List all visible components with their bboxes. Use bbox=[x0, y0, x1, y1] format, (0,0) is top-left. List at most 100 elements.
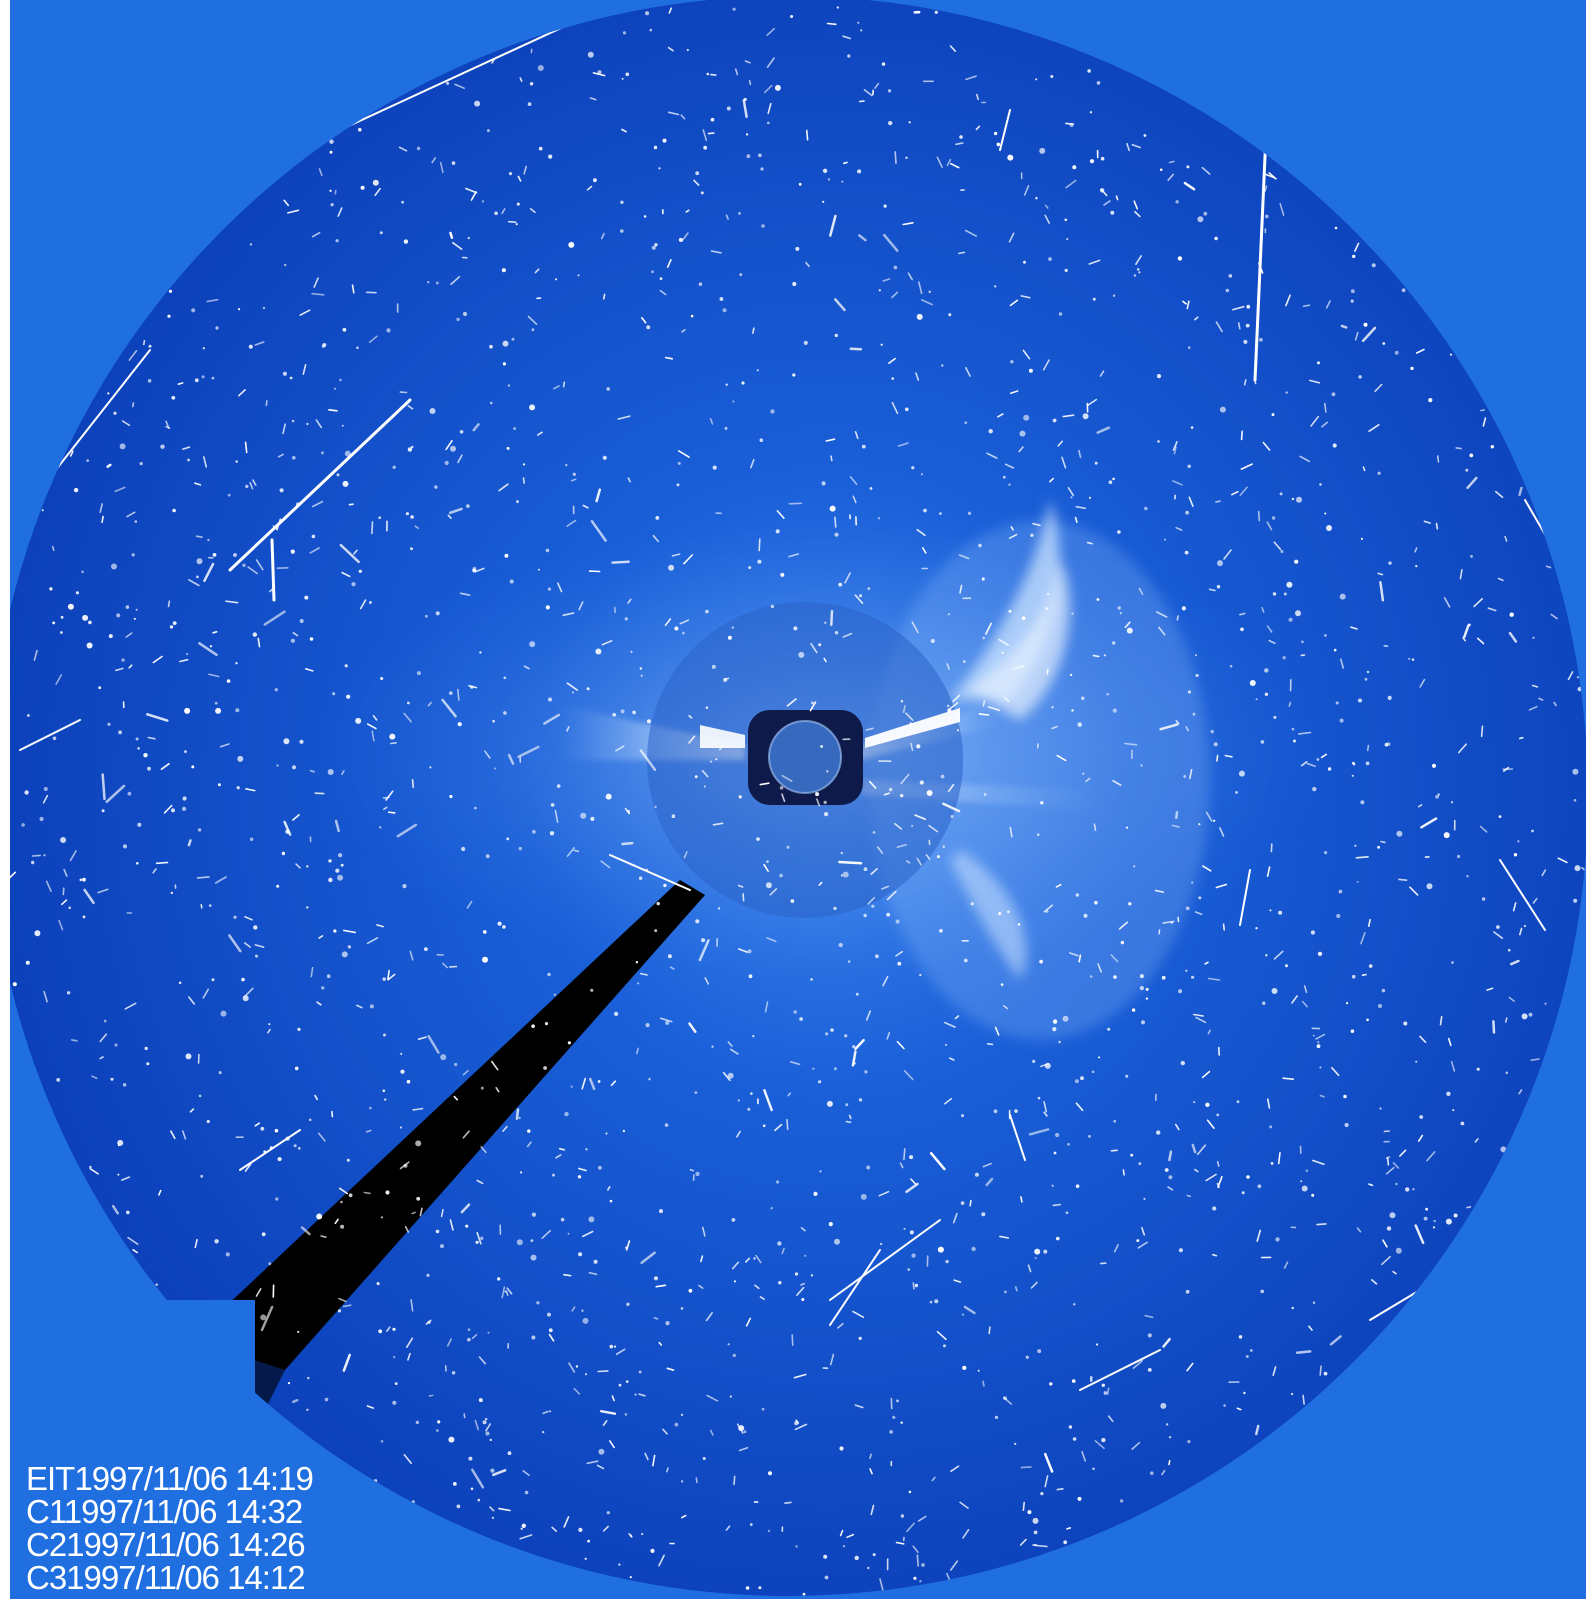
star-streak bbox=[602, 293, 606, 300]
star-dot bbox=[1286, 581, 1293, 588]
star-dot bbox=[1067, 1142, 1070, 1146]
star-dot bbox=[584, 1557, 587, 1561]
star-streak bbox=[671, 553, 681, 557]
star-streak bbox=[474, 1419, 480, 1431]
star-dot bbox=[477, 1498, 481, 1502]
star-dot bbox=[1305, 1169, 1309, 1173]
star-streak bbox=[781, 1247, 785, 1255]
star-dot bbox=[252, 632, 257, 637]
star-dot bbox=[1301, 1185, 1308, 1192]
star-dot bbox=[1317, 951, 1323, 957]
star-dot bbox=[560, 1217, 565, 1222]
star-streak bbox=[7, 871, 17, 880]
star-dot bbox=[840, 851, 843, 855]
star-dot bbox=[625, 72, 630, 77]
star-streak bbox=[1194, 911, 1203, 916]
star-streak bbox=[182, 446, 191, 450]
star-streak bbox=[372, 714, 378, 721]
star-dot bbox=[1203, 211, 1208, 216]
star-dot bbox=[214, 1239, 219, 1244]
star-streak bbox=[1303, 985, 1308, 994]
star-streak bbox=[1066, 1527, 1071, 1530]
star-dot bbox=[483, 930, 487, 934]
star-dot bbox=[974, 1172, 979, 1177]
star-streak bbox=[249, 481, 254, 490]
star-dot bbox=[497, 1277, 501, 1281]
star-streak bbox=[669, 966, 675, 970]
star-dot bbox=[467, 1337, 471, 1342]
star-streak bbox=[868, 780, 877, 789]
star-streak bbox=[704, 977, 710, 985]
star-streak bbox=[592, 72, 606, 77]
star-dot bbox=[410, 547, 413, 551]
star-dot bbox=[732, 1353, 736, 1358]
star-streak bbox=[506, 1287, 513, 1295]
star-dot bbox=[1064, 218, 1068, 222]
star-streak bbox=[905, 1182, 919, 1194]
star-streak bbox=[1310, 415, 1320, 427]
star-dot bbox=[858, 1336, 862, 1340]
star-dot bbox=[804, 1254, 807, 1257]
star-streak bbox=[897, 442, 909, 447]
star-streak bbox=[1009, 390, 1019, 395]
star-dot bbox=[919, 1580, 922, 1583]
star-streak bbox=[1018, 446, 1024, 453]
star-dot bbox=[454, 1062, 458, 1067]
star-dot bbox=[945, 1043, 948, 1046]
star-dot bbox=[182, 806, 187, 812]
star-streak bbox=[1122, 1169, 1125, 1176]
star-streak bbox=[763, 1089, 773, 1112]
star-streak bbox=[1371, 1279, 1378, 1285]
star-dot bbox=[1017, 923, 1021, 926]
star-dot bbox=[833, 906, 837, 911]
star-dot bbox=[56, 1078, 61, 1082]
star-dot bbox=[542, 1431, 545, 1434]
star-streak bbox=[1019, 1538, 1027, 1546]
star-dot bbox=[1028, 368, 1033, 373]
timestamp-c1: C11997/11/06 14:32 bbox=[26, 1493, 303, 1530]
star-streak bbox=[1012, 664, 1025, 670]
star-dot bbox=[410, 445, 414, 449]
star-streak bbox=[1078, 954, 1082, 963]
star-streak bbox=[1476, 637, 1485, 645]
star-streak bbox=[1268, 639, 1276, 645]
star-streak bbox=[1110, 954, 1119, 963]
star-streak bbox=[501, 208, 506, 214]
star-streak bbox=[260, 1305, 274, 1332]
star-dot bbox=[436, 1429, 439, 1432]
star-dot bbox=[358, 569, 362, 573]
star-dot bbox=[824, 1575, 829, 1580]
star-dot bbox=[656, 901, 660, 906]
star-streak bbox=[447, 514, 452, 520]
star-streak bbox=[203, 562, 215, 583]
star-streak bbox=[398, 146, 408, 152]
star-streak bbox=[615, 745, 625, 752]
star-streak bbox=[1360, 932, 1366, 945]
star-dot bbox=[1052, 418, 1057, 423]
star-streak bbox=[523, 165, 528, 175]
star-streak bbox=[1219, 827, 1225, 837]
star-streak bbox=[1057, 440, 1063, 447]
star-streak bbox=[1040, 1062, 1050, 1068]
star-dot bbox=[406, 1079, 411, 1084]
star-streak bbox=[177, 382, 184, 386]
star-streak bbox=[1272, 1366, 1277, 1376]
star-dot bbox=[1401, 288, 1406, 293]
star-streak bbox=[448, 965, 458, 968]
cme-loop bbox=[870, 500, 1210, 1040]
star-dot bbox=[866, 1165, 871, 1170]
star-dot bbox=[480, 1236, 484, 1241]
star-streak bbox=[566, 519, 577, 527]
star-dot bbox=[993, 131, 998, 136]
star-dot bbox=[385, 1190, 390, 1195]
star-dot bbox=[1377, 845, 1380, 849]
star-streak bbox=[309, 769, 315, 773]
star-streak bbox=[1463, 624, 1470, 639]
star-streak bbox=[387, 973, 396, 981]
star-dot bbox=[503, 676, 507, 680]
star-streak bbox=[554, 809, 559, 823]
star-streak bbox=[182, 1130, 187, 1140]
star-dot bbox=[960, 1201, 965, 1205]
star-streak bbox=[793, 1373, 807, 1379]
star-streak bbox=[111, 1204, 119, 1215]
